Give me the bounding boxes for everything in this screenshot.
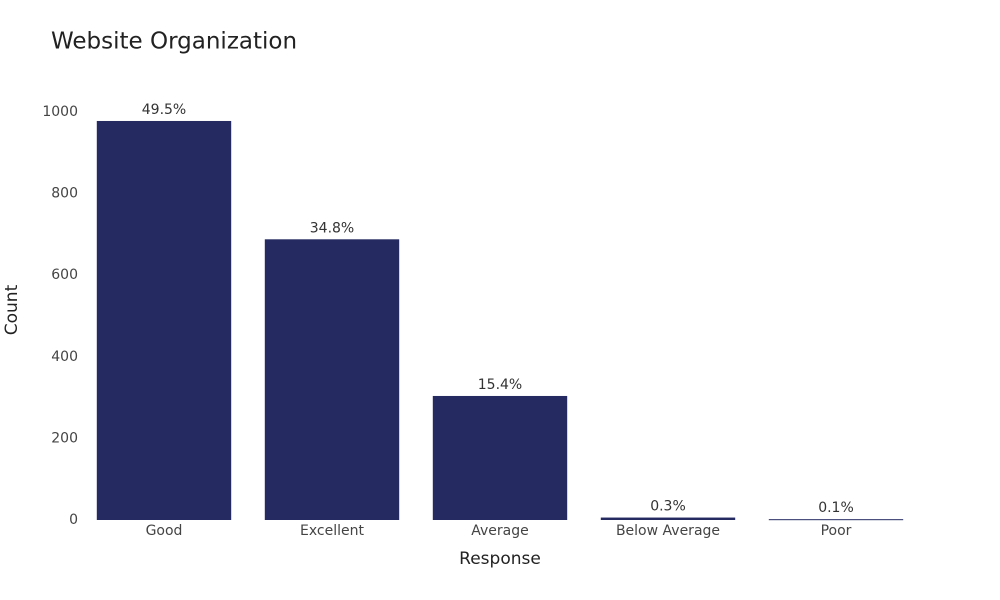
x-axis-title: Response	[459, 549, 541, 569]
x-tick-label: Excellent	[300, 523, 364, 539]
x-tick-label: Below Average	[616, 523, 720, 539]
y-tick-label: 600	[51, 267, 78, 283]
bar	[600, 517, 736, 520]
y-tick-label: 400	[51, 349, 78, 365]
data-label: 0.3%	[650, 499, 686, 515]
chart-title: Website Organization	[51, 29, 297, 55]
y-tick-label: 200	[51, 430, 78, 446]
data-label: 0.1%	[818, 500, 854, 516]
bar	[432, 395, 568, 520]
bar	[96, 120, 232, 520]
data-label: 49.5%	[142, 102, 186, 118]
y-tick-label: 0	[69, 512, 78, 528]
x-tick-label: Average	[471, 523, 529, 539]
y-axis-title: Count	[2, 284, 22, 335]
y-tick-label: 1000	[42, 104, 78, 120]
bar	[264, 239, 400, 520]
x-tick-label: Poor	[821, 523, 852, 539]
data-label: 34.8%	[310, 220, 354, 236]
data-label: 15.4%	[478, 377, 522, 393]
y-tick-label: 800	[51, 186, 78, 202]
x-tick-label: Good	[146, 523, 183, 539]
bar	[768, 519, 904, 521]
